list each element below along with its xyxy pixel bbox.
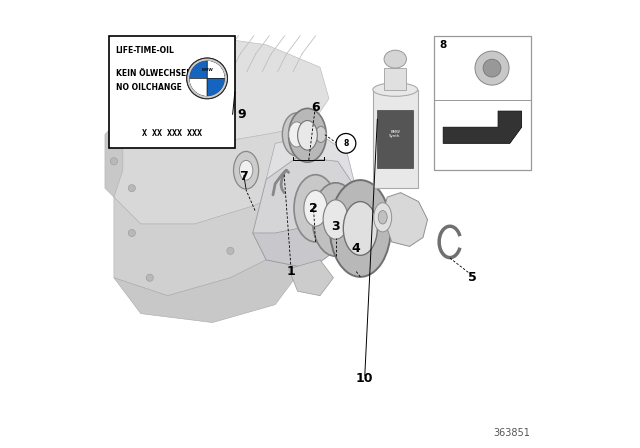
Ellipse shape bbox=[330, 180, 391, 277]
Text: 8: 8 bbox=[440, 40, 447, 50]
Ellipse shape bbox=[298, 121, 317, 150]
Ellipse shape bbox=[323, 200, 348, 239]
Text: 6: 6 bbox=[311, 101, 320, 114]
Circle shape bbox=[262, 220, 270, 228]
Polygon shape bbox=[378, 110, 413, 168]
Circle shape bbox=[483, 59, 501, 77]
Polygon shape bbox=[253, 157, 356, 269]
Polygon shape bbox=[289, 260, 333, 296]
Text: BMW
Synth.: BMW Synth. bbox=[389, 129, 401, 138]
Circle shape bbox=[119, 108, 127, 116]
Text: 10: 10 bbox=[356, 372, 374, 385]
Ellipse shape bbox=[312, 183, 359, 256]
Wedge shape bbox=[189, 60, 207, 78]
Ellipse shape bbox=[234, 151, 259, 189]
Polygon shape bbox=[443, 111, 522, 143]
Polygon shape bbox=[347, 188, 383, 224]
Text: X XX XXX XXX: X XX XXX XXX bbox=[142, 129, 202, 138]
Text: 363851: 363851 bbox=[493, 428, 531, 438]
Circle shape bbox=[110, 158, 118, 165]
Ellipse shape bbox=[384, 50, 406, 68]
Wedge shape bbox=[207, 78, 225, 96]
Ellipse shape bbox=[304, 190, 327, 226]
Ellipse shape bbox=[289, 122, 305, 147]
Text: 1: 1 bbox=[287, 264, 295, 278]
Polygon shape bbox=[384, 68, 406, 90]
Ellipse shape bbox=[343, 202, 378, 255]
Circle shape bbox=[128, 229, 136, 237]
Text: 5: 5 bbox=[468, 271, 477, 284]
Polygon shape bbox=[114, 116, 320, 224]
Text: 7: 7 bbox=[239, 170, 248, 184]
Ellipse shape bbox=[239, 160, 253, 180]
FancyBboxPatch shape bbox=[435, 36, 531, 170]
FancyBboxPatch shape bbox=[109, 36, 235, 148]
Polygon shape bbox=[266, 134, 356, 188]
Circle shape bbox=[227, 247, 234, 254]
Text: BMW: BMW bbox=[201, 69, 213, 72]
Ellipse shape bbox=[374, 202, 392, 232]
Circle shape bbox=[146, 274, 154, 281]
Ellipse shape bbox=[316, 126, 326, 142]
Text: 4: 4 bbox=[351, 242, 360, 255]
Circle shape bbox=[128, 185, 136, 192]
Polygon shape bbox=[123, 36, 329, 143]
Ellipse shape bbox=[289, 108, 326, 162]
Wedge shape bbox=[189, 78, 207, 96]
Circle shape bbox=[336, 134, 356, 153]
Polygon shape bbox=[373, 90, 418, 188]
Ellipse shape bbox=[294, 175, 337, 242]
Polygon shape bbox=[253, 215, 347, 269]
Ellipse shape bbox=[373, 83, 418, 96]
Wedge shape bbox=[207, 60, 225, 78]
Circle shape bbox=[475, 51, 509, 85]
Text: NO OILCHANGE: NO OILCHANGE bbox=[116, 83, 182, 92]
Text: KEIN ÖLWECHSEL: KEIN ÖLWECHSEL bbox=[116, 69, 191, 78]
Ellipse shape bbox=[282, 113, 311, 156]
Ellipse shape bbox=[378, 211, 387, 224]
Text: 3: 3 bbox=[332, 220, 340, 233]
Text: 2: 2 bbox=[309, 202, 317, 215]
Polygon shape bbox=[105, 116, 123, 197]
Polygon shape bbox=[383, 193, 428, 246]
Text: 8: 8 bbox=[343, 139, 349, 148]
Circle shape bbox=[186, 58, 228, 99]
Polygon shape bbox=[114, 188, 311, 296]
Text: LIFE-TIME-OIL: LIFE-TIME-OIL bbox=[116, 46, 175, 55]
Text: 9: 9 bbox=[237, 108, 246, 121]
Polygon shape bbox=[114, 251, 302, 323]
